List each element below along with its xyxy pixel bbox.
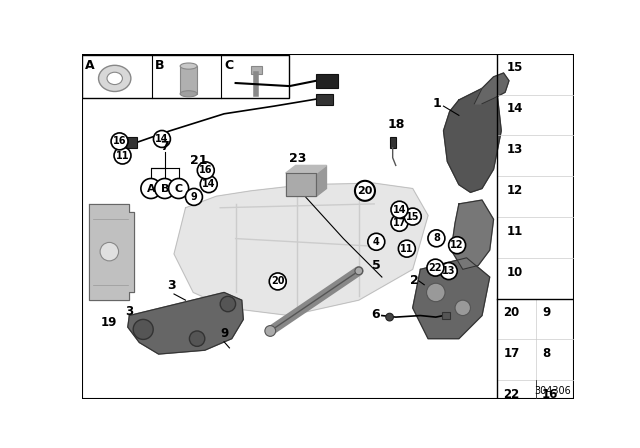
Text: 11: 11 bbox=[507, 225, 523, 238]
Text: 4: 4 bbox=[373, 237, 380, 247]
Text: 11: 11 bbox=[116, 151, 129, 160]
Circle shape bbox=[355, 267, 363, 275]
Circle shape bbox=[269, 273, 286, 290]
Polygon shape bbox=[316, 165, 326, 196]
Circle shape bbox=[133, 319, 153, 340]
Circle shape bbox=[168, 178, 189, 198]
Text: 9: 9 bbox=[220, 327, 228, 340]
Text: 16: 16 bbox=[199, 165, 212, 175]
Text: 14: 14 bbox=[507, 102, 523, 115]
Circle shape bbox=[111, 133, 128, 150]
Polygon shape bbox=[444, 88, 501, 192]
Ellipse shape bbox=[99, 65, 131, 91]
Circle shape bbox=[197, 162, 214, 179]
Text: 8: 8 bbox=[433, 233, 440, 243]
Circle shape bbox=[404, 208, 421, 225]
Text: 22: 22 bbox=[504, 388, 520, 401]
Text: 6: 6 bbox=[372, 307, 380, 320]
Text: A: A bbox=[84, 59, 94, 72]
Bar bbox=[83, 55, 289, 99]
Polygon shape bbox=[285, 173, 316, 196]
Circle shape bbox=[265, 326, 276, 336]
Text: B: B bbox=[155, 59, 164, 72]
Bar bbox=[180, 66, 197, 94]
Text: 9: 9 bbox=[191, 192, 197, 202]
Bar bbox=[316, 74, 338, 88]
Text: 3: 3 bbox=[125, 305, 133, 318]
Text: 13: 13 bbox=[507, 143, 523, 156]
Circle shape bbox=[386, 313, 394, 321]
Text: 12: 12 bbox=[507, 184, 523, 197]
Text: 23: 23 bbox=[289, 152, 306, 165]
Text: 13: 13 bbox=[442, 266, 456, 276]
Circle shape bbox=[398, 240, 415, 257]
Polygon shape bbox=[90, 204, 134, 300]
Text: 3: 3 bbox=[168, 280, 176, 293]
Polygon shape bbox=[451, 200, 493, 269]
Text: B: B bbox=[161, 184, 169, 194]
Text: 5: 5 bbox=[372, 259, 381, 272]
Text: 17: 17 bbox=[504, 347, 520, 360]
Text: 21: 21 bbox=[190, 154, 207, 167]
Circle shape bbox=[427, 259, 444, 276]
Circle shape bbox=[200, 176, 217, 193]
Text: 7: 7 bbox=[161, 140, 169, 153]
Circle shape bbox=[189, 331, 205, 346]
Circle shape bbox=[427, 283, 445, 302]
Ellipse shape bbox=[180, 91, 197, 97]
Circle shape bbox=[155, 178, 175, 198]
Circle shape bbox=[100, 242, 118, 261]
Text: 10: 10 bbox=[507, 266, 523, 279]
Circle shape bbox=[440, 263, 457, 280]
Circle shape bbox=[368, 233, 385, 250]
Circle shape bbox=[141, 178, 161, 198]
Text: 14: 14 bbox=[155, 134, 169, 144]
Circle shape bbox=[428, 230, 445, 247]
Text: 11: 11 bbox=[400, 244, 413, 254]
Bar bbox=[316, 94, 333, 104]
Bar bbox=[390, 137, 396, 148]
Circle shape bbox=[455, 300, 470, 315]
Bar bbox=[251, 66, 262, 74]
Polygon shape bbox=[285, 165, 326, 173]
Text: 16: 16 bbox=[113, 136, 126, 146]
Text: 20: 20 bbox=[357, 186, 372, 196]
Text: 304306: 304306 bbox=[534, 386, 572, 396]
Polygon shape bbox=[413, 258, 490, 339]
Text: 14: 14 bbox=[393, 205, 406, 215]
Circle shape bbox=[186, 189, 202, 205]
Ellipse shape bbox=[107, 72, 122, 85]
Polygon shape bbox=[174, 183, 428, 315]
Ellipse shape bbox=[180, 63, 197, 69]
Text: 16: 16 bbox=[542, 388, 559, 401]
Circle shape bbox=[391, 201, 408, 218]
Circle shape bbox=[114, 147, 131, 164]
Text: 8: 8 bbox=[542, 347, 550, 360]
Polygon shape bbox=[128, 293, 243, 354]
Text: C: C bbox=[224, 59, 233, 72]
Text: 20: 20 bbox=[504, 306, 520, 319]
Text: 15: 15 bbox=[507, 61, 523, 74]
Circle shape bbox=[449, 237, 465, 254]
Text: 14: 14 bbox=[202, 179, 216, 189]
Bar bbox=[122, 137, 137, 148]
Text: C: C bbox=[175, 184, 182, 194]
Text: 2: 2 bbox=[410, 275, 419, 288]
Circle shape bbox=[391, 214, 408, 231]
Text: 12: 12 bbox=[451, 240, 464, 250]
Circle shape bbox=[220, 296, 236, 312]
Text: 15: 15 bbox=[406, 211, 419, 222]
Text: 20: 20 bbox=[271, 276, 285, 286]
Text: 17: 17 bbox=[393, 218, 406, 228]
Text: 19: 19 bbox=[101, 315, 118, 328]
Text: 9: 9 bbox=[542, 306, 550, 319]
Text: 22: 22 bbox=[429, 263, 442, 273]
Polygon shape bbox=[474, 73, 509, 104]
Circle shape bbox=[355, 181, 375, 201]
Bar bbox=[442, 313, 450, 319]
Text: 1: 1 bbox=[433, 97, 442, 110]
Circle shape bbox=[154, 130, 170, 147]
Text: A: A bbox=[147, 184, 156, 194]
Text: 18: 18 bbox=[387, 118, 404, 131]
